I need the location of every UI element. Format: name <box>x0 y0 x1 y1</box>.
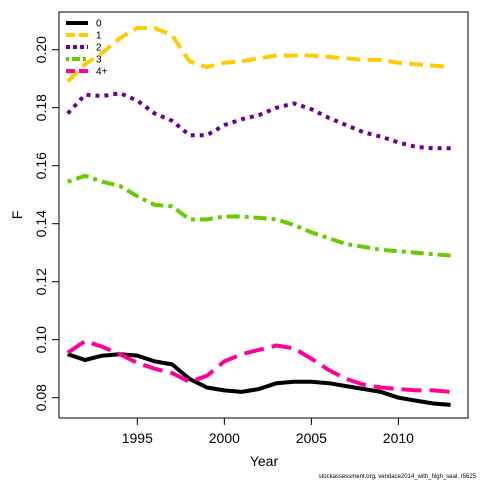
x-tick-label: 2005 <box>296 430 327 446</box>
y-tick-label: 0.14 <box>33 210 49 237</box>
y-tick-label: 0.08 <box>33 384 49 411</box>
y-axis: 0.08 0.10 0.12 0.14 0.16 0.18 0.20 <box>33 36 60 411</box>
y-tick-label: 0.12 <box>33 268 49 295</box>
x-axis-label: Year <box>250 453 279 469</box>
y-axis-label: F <box>9 211 25 220</box>
x-tick-label: 2010 <box>383 430 414 446</box>
footer-note: stockassessment.org, vendace2014_with_hi… <box>319 474 477 480</box>
y-tick-label: 0.18 <box>33 94 49 121</box>
y-tick-label: 0.10 <box>33 326 49 353</box>
series-line-3 <box>67 173 451 258</box>
plot-frame <box>58 11 469 419</box>
x-tick-label: 1995 <box>122 430 153 446</box>
x-tick-label: 2000 <box>209 430 240 446</box>
y-tick-label: 0.16 <box>33 152 49 179</box>
series-line-1 <box>66 26 451 84</box>
legend-label-4: 4+ <box>96 67 108 78</box>
series-line-4 <box>66 339 451 394</box>
series-layer <box>66 26 451 407</box>
series-line-0 <box>67 352 451 407</box>
legend-label-0: 0 <box>96 19 102 30</box>
x-axis: 1995 2000 2005 2010 <box>122 417 414 446</box>
legend-label-3: 3 <box>96 55 102 66</box>
series-line-2 <box>66 91 451 151</box>
legend-label-2: 2 <box>96 43 102 54</box>
legend-label-1: 1 <box>96 31 102 42</box>
y-tick-label: 0.20 <box>33 36 49 63</box>
